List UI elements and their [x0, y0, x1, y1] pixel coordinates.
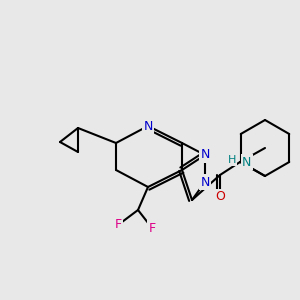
- Text: N: N: [242, 155, 251, 169]
- Text: N: N: [143, 119, 153, 133]
- Text: O: O: [215, 190, 225, 203]
- Text: F: F: [148, 221, 156, 235]
- Text: N: N: [200, 148, 210, 161]
- Text: H: H: [228, 155, 236, 165]
- Text: F: F: [114, 218, 122, 232]
- Text: N: N: [200, 176, 210, 188]
